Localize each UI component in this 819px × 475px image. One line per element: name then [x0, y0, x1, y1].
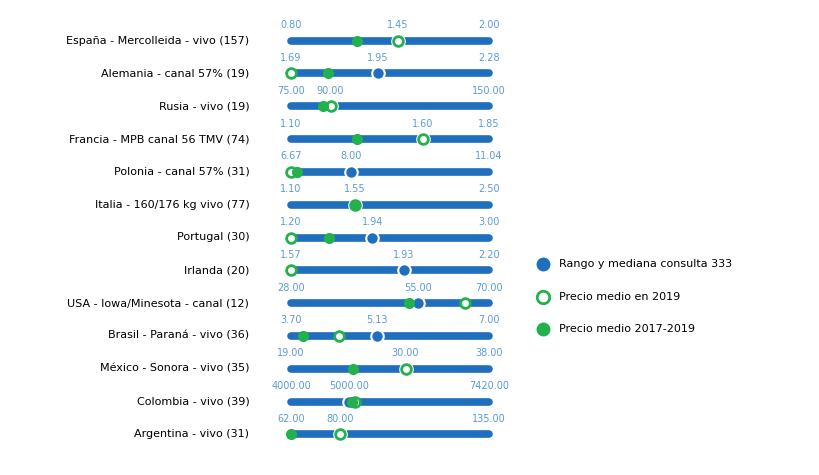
- Text: 135.00: 135.00: [472, 414, 505, 424]
- Text: 5.13: 5.13: [365, 315, 387, 325]
- Text: Portugal (30): Portugal (30): [176, 232, 249, 243]
- Text: 30.00: 30.00: [391, 348, 419, 358]
- Text: 80.00: 80.00: [326, 414, 353, 424]
- Text: 150.00: 150.00: [472, 86, 505, 95]
- Text: 1.94: 1.94: [361, 217, 382, 227]
- Text: Francia - MPB canal 56 TMV (74): Francia - MPB canal 56 TMV (74): [69, 134, 249, 144]
- Text: 90.00: 90.00: [316, 86, 344, 95]
- Text: 2.00: 2.00: [477, 20, 499, 30]
- Text: 38.00: 38.00: [474, 348, 502, 358]
- Text: 6.67: 6.67: [280, 152, 301, 162]
- Text: 4000.00: 4000.00: [271, 381, 310, 391]
- Text: Argentina - vivo (31): Argentina - vivo (31): [134, 429, 249, 439]
- Text: USA - Iowa/Minesota - canal (12): USA - Iowa/Minesota - canal (12): [67, 298, 249, 308]
- Text: 55.00: 55.00: [404, 283, 432, 293]
- Text: Irlanda (20): Irlanda (20): [183, 266, 249, 276]
- Text: 1.10: 1.10: [280, 184, 301, 194]
- Text: Alemania - canal 57% (19): Alemania - canal 57% (19): [101, 68, 249, 78]
- Text: 1.60: 1.60: [412, 118, 433, 129]
- Text: 75.00: 75.00: [277, 86, 305, 95]
- Text: 7.00: 7.00: [477, 315, 499, 325]
- Text: 3.00: 3.00: [477, 217, 499, 227]
- Text: 2.28: 2.28: [477, 53, 499, 63]
- Text: 3.70: 3.70: [280, 315, 301, 325]
- Text: 8.00: 8.00: [340, 152, 361, 162]
- Text: 1.45: 1.45: [387, 20, 409, 30]
- Text: España - Mercolleida - vivo (157): España - Mercolleida - vivo (157): [66, 36, 249, 46]
- Text: 1.55: 1.55: [343, 184, 365, 194]
- Text: 1.10: 1.10: [280, 118, 301, 129]
- Text: 0.80: 0.80: [280, 20, 301, 30]
- Text: Polonia - canal 57% (31): Polonia - canal 57% (31): [113, 167, 249, 177]
- Text: México - Sonora - vivo (35): México - Sonora - vivo (35): [100, 364, 249, 374]
- Text: Rango y mediana consulta 333: Rango y mediana consulta 333: [558, 259, 731, 269]
- Text: 5000.00: 5000.00: [328, 381, 369, 391]
- Text: 1.69: 1.69: [280, 53, 301, 63]
- Text: 1.57: 1.57: [280, 250, 301, 260]
- Text: 1.20: 1.20: [280, 217, 301, 227]
- Text: 1.93: 1.93: [393, 250, 414, 260]
- Text: 1.85: 1.85: [477, 118, 499, 129]
- Text: 62.00: 62.00: [277, 414, 305, 424]
- Text: Italia - 160/176 kg vivo (77): Italia - 160/176 kg vivo (77): [94, 200, 249, 209]
- Text: Precio medio en 2019: Precio medio en 2019: [558, 292, 679, 302]
- Text: 11.04: 11.04: [474, 152, 502, 162]
- Text: 2.20: 2.20: [477, 250, 499, 260]
- Text: 2.50: 2.50: [477, 184, 499, 194]
- Text: 19.00: 19.00: [277, 348, 305, 358]
- Text: 1.95: 1.95: [367, 53, 388, 63]
- Text: Rusia - vivo (19): Rusia - vivo (19): [158, 101, 249, 111]
- Text: 28.00: 28.00: [277, 283, 305, 293]
- Text: Precio medio 2017-2019: Precio medio 2017-2019: [558, 324, 694, 334]
- Text: 7420.00: 7420.00: [468, 381, 509, 391]
- Text: Colombia - vivo (39): Colombia - vivo (39): [136, 397, 249, 407]
- Text: Brasil - Paraná - vivo (36): Brasil - Paraná - vivo (36): [108, 331, 249, 341]
- Text: 70.00: 70.00: [474, 283, 502, 293]
